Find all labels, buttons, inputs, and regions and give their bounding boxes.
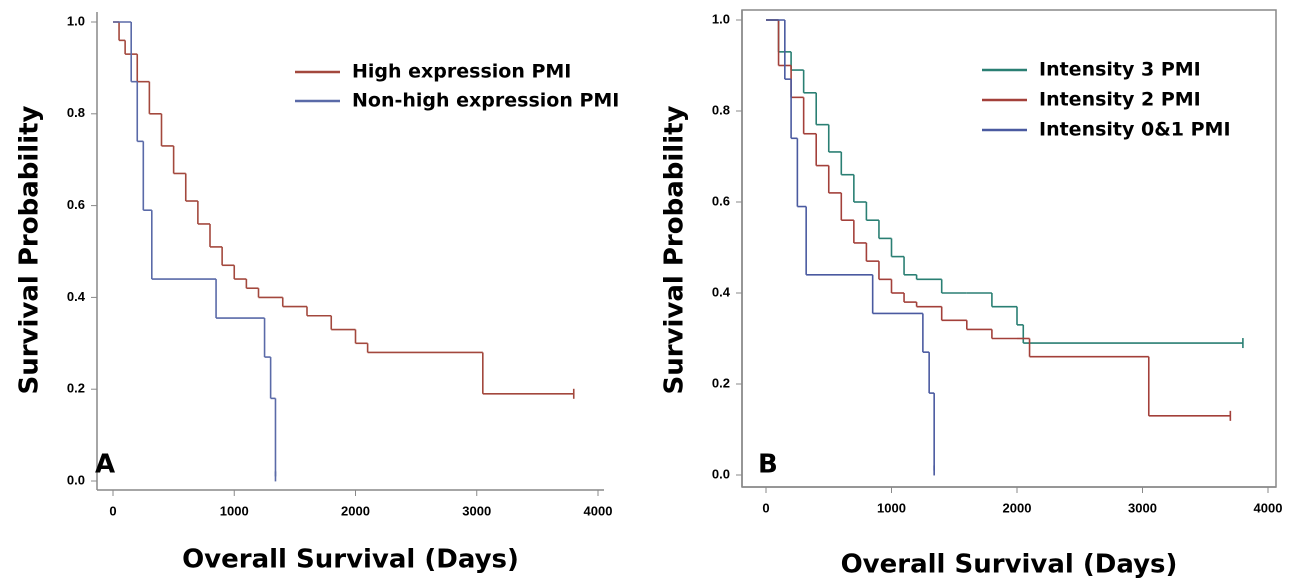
legend-label: High expression PMI	[352, 61, 571, 83]
legend-label: Non-high expression PMI	[352, 90, 619, 112]
legend-label: Intensity 0&1 PMI	[1039, 119, 1231, 141]
y-axis-title: Survival Probability	[15, 105, 45, 394]
x-tick-label: 3000	[1128, 500, 1157, 515]
y-tick-label: 0.6	[67, 197, 85, 212]
panel-label: B	[758, 450, 778, 480]
y-tick-label: 1.0	[67, 13, 85, 28]
y-tick-label: 0.0	[67, 472, 85, 487]
y-tick-label: 1.0	[712, 11, 730, 26]
x-tick-label: 4000	[584, 503, 613, 518]
legend-label: Intensity 3 PMI	[1039, 59, 1201, 81]
y-tick-label: 0.4	[67, 289, 86, 304]
y-tick-label: 0.2	[712, 375, 730, 390]
x-tick-label: 1000	[220, 503, 249, 518]
legend-label: Intensity 2 PMI	[1039, 89, 1201, 111]
y-tick-label: 0.4	[712, 284, 731, 299]
y-tick-label: 0.0	[712, 466, 730, 481]
y-tick-label: 0.8	[712, 102, 730, 117]
x-tick-label: 0	[762, 500, 769, 515]
x-tick-label: 2000	[1003, 500, 1032, 515]
x-tick-label: 1000	[877, 500, 906, 515]
x-axis-title: Overall Survival (Days)	[182, 545, 519, 575]
y-tick-label: 0.2	[67, 381, 85, 396]
x-axis-title: Overall Survival (Days)	[841, 550, 1178, 580]
y-axis-title: Survival Probability	[660, 105, 690, 394]
x-tick-label: 0	[109, 503, 116, 518]
x-tick-label: 4000	[1254, 500, 1283, 515]
y-tick-label: 0.8	[67, 105, 85, 120]
y-tick-label: 0.6	[712, 193, 730, 208]
x-tick-label: 3000	[462, 503, 491, 518]
x-tick-label: 2000	[341, 503, 370, 518]
panel-label: A	[95, 450, 115, 480]
